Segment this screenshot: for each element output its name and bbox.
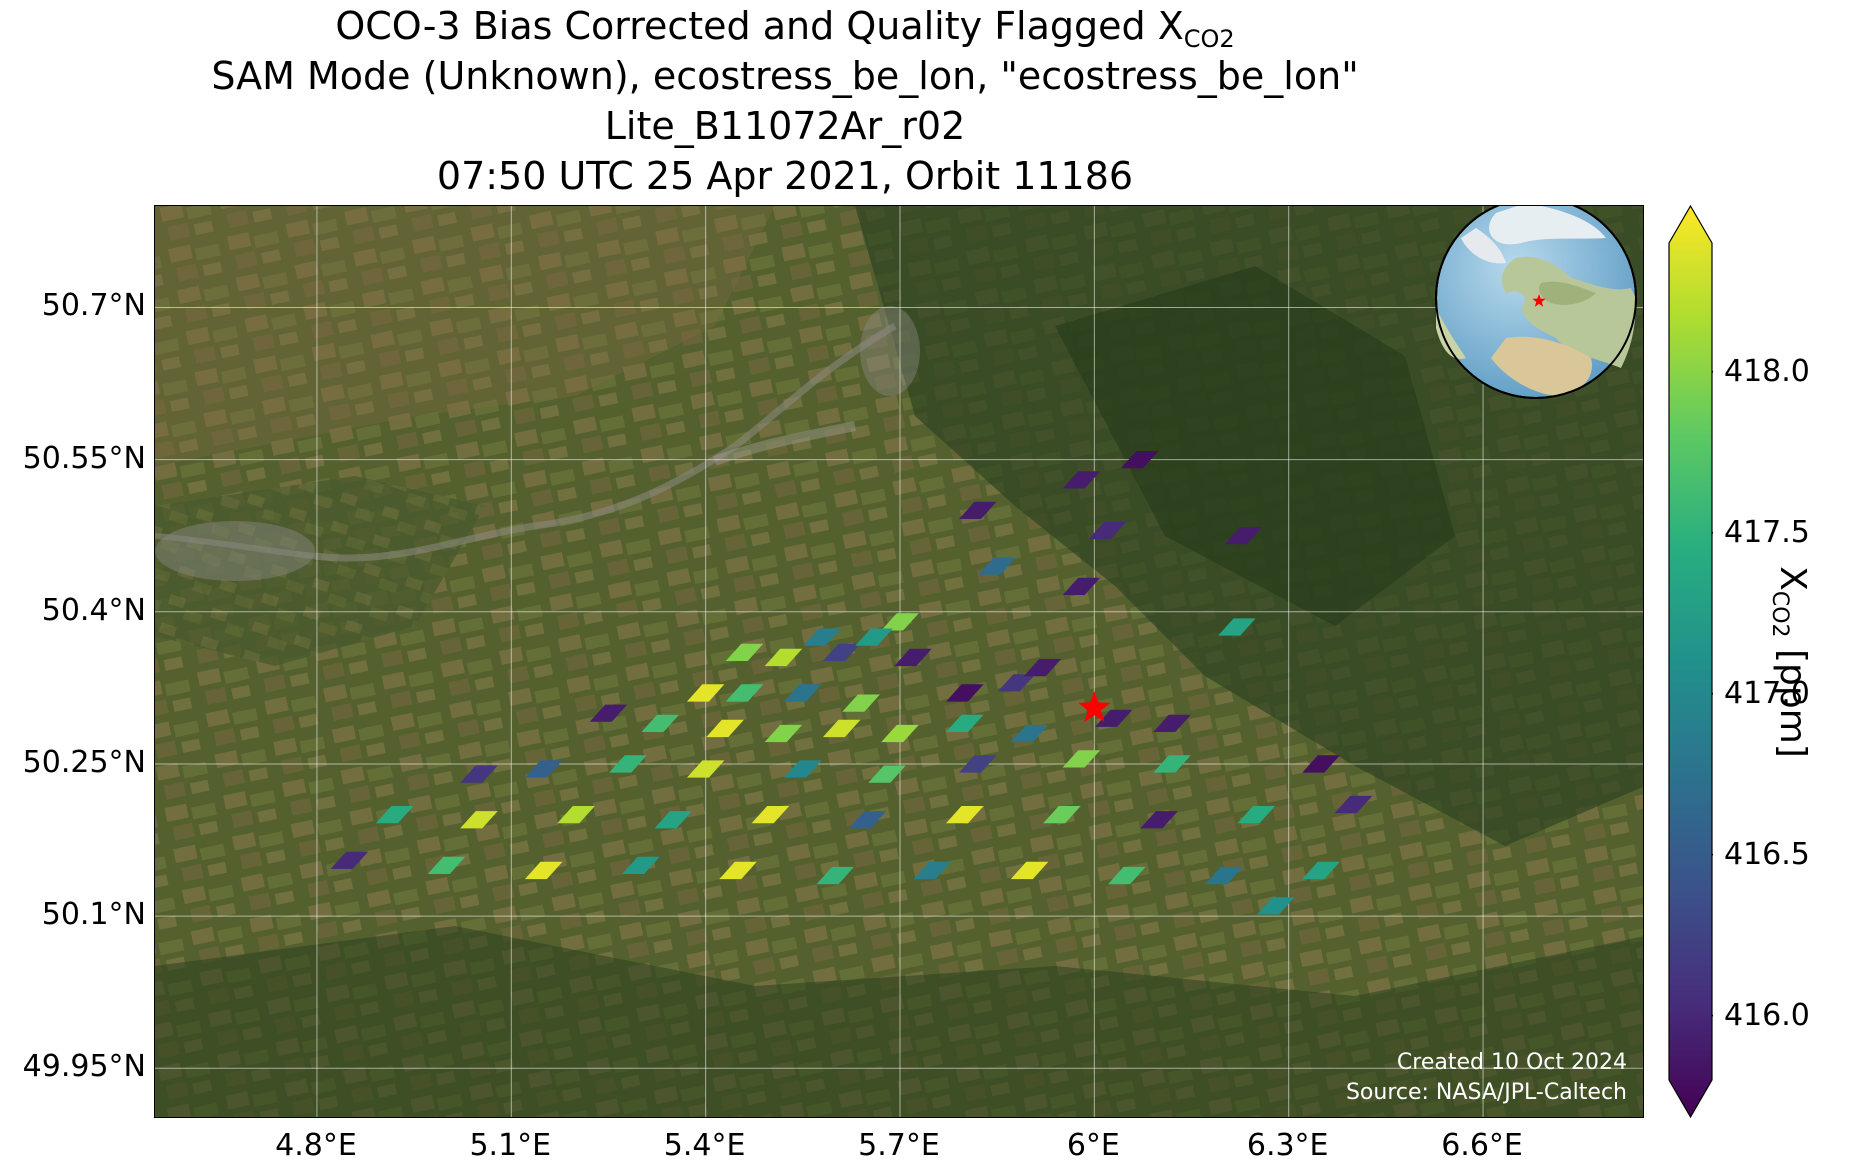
- sounding-cell: [686, 760, 725, 778]
- sounding-cell: [460, 811, 498, 829]
- sounding-cell: [1062, 471, 1101, 489]
- sounding-cell: [881, 724, 919, 743]
- sounding-cell: [1334, 795, 1373, 814]
- sounding-cell: [1302, 861, 1340, 880]
- sounding-cell: [848, 811, 887, 829]
- sounding-cell: [1010, 861, 1049, 880]
- sounding-cell: [822, 719, 861, 738]
- longitude-tick-label: 5.1°E: [469, 1128, 552, 1163]
- longitude-tick-label: 5.7°E: [858, 1128, 940, 1163]
- latitude-tick-label: 50.55°N: [22, 440, 146, 476]
- longitude-tick-label: 4.8°E: [275, 1128, 357, 1163]
- map-title-line4: 07:50 UTC 25 Apr 2021, Orbit 11186: [436, 154, 1134, 198]
- sounding-cell: [609, 755, 647, 773]
- sounding-cell: [654, 811, 692, 829]
- map-title-line1: OCO-3 Bias Corrected and Quality Flagged…: [335, 4, 1235, 53]
- sounding-cell: [868, 765, 906, 783]
- sounding-cell: [946, 806, 984, 824]
- colorbar-tick-label: 416.0: [1724, 997, 1810, 1033]
- sounding-cell: [764, 724, 803, 743]
- sounding-cell: [686, 684, 725, 702]
- satellite-imagery: [155, 206, 1643, 1117]
- sounding-cell: [959, 755, 997, 773]
- sounding-cell: [751, 806, 790, 824]
- sounding-cell: [1153, 755, 1191, 773]
- sounding-cell: [524, 861, 563, 880]
- colorbar-tick-label: 418.0: [1724, 353, 1810, 389]
- sounding-cell: [1062, 577, 1101, 595]
- colorbar-tick-label: 417.5: [1724, 514, 1810, 550]
- colorbar-tick-label: 417.0: [1724, 675, 1810, 711]
- sounding-cell: [894, 648, 932, 667]
- latitude-tick-label: 50.4°N: [41, 592, 146, 628]
- xco2-soundings: [330, 451, 1373, 915]
- sounding-cell: [822, 643, 861, 661]
- sounding-cell: [706, 719, 744, 738]
- sounding-cell: [1108, 866, 1146, 885]
- sounding-cell: [946, 714, 984, 732]
- sounding-cell: [1237, 806, 1276, 824]
- sounding-cell: [1062, 750, 1101, 768]
- longitude-tick-label: 6.3°E: [1246, 1128, 1329, 1163]
- sounding-cell: [375, 806, 414, 824]
- sounding-cell: [978, 557, 1016, 575]
- sounding-cell: [764, 648, 803, 667]
- colorbar-tick-label: 416.5: [1724, 836, 1810, 872]
- latitude-tick-label: 50.1°N: [41, 897, 146, 933]
- latitude-tick-label: 50.7°N: [41, 288, 146, 324]
- sounding-cell: [330, 851, 369, 869]
- sounding-cell: [1023, 658, 1062, 677]
- sounding-cell: [803, 628, 841, 646]
- sounding-cell: [622, 856, 660, 874]
- sounding-cell: [855, 628, 893, 646]
- sounding-cell: [1095, 709, 1133, 727]
- sounding-cell: [881, 613, 919, 631]
- map-title-line3: Lite_B11072Ar_r02: [604, 104, 966, 148]
- sounding-cell: [1224, 527, 1263, 545]
- sounding-cell: [946, 684, 984, 702]
- sounding-cell: [1088, 522, 1127, 540]
- colorbar-title: XCO2 [ppm]: [1766, 566, 1814, 758]
- globe-target-star-icon: [1532, 294, 1546, 307]
- sounding-cell: [1218, 618, 1256, 636]
- globe-inset: [1435, 206, 1637, 399]
- sounding-cell: [842, 694, 880, 712]
- sounding-cell: [719, 861, 757, 880]
- sounding-cell: [725, 643, 764, 661]
- sounding-cell: [641, 714, 680, 732]
- sounding-cell: [427, 856, 466, 874]
- sounding-cell: [784, 760, 822, 778]
- colorbar: [1668, 205, 1713, 1118]
- longitude-tick-label: 6°E: [1066, 1128, 1120, 1163]
- sounding-cell: [725, 684, 764, 702]
- sounding-cell: [913, 861, 952, 880]
- longitude-tick-label: 5.4°E: [663, 1128, 746, 1163]
- sounding-cell: [997, 674, 1036, 692]
- sounding-cell: [1043, 806, 1081, 824]
- sounding-cell: [1010, 724, 1049, 743]
- sounding-cell: [1257, 897, 1295, 915]
- map-title-line2: SAM Mode (Unknown), ecostress_be_lon, "e…: [211, 54, 1359, 98]
- sounding-cell: [589, 704, 628, 722]
- sounding-cell: [557, 806, 595, 824]
- sounding-cell: [784, 684, 822, 702]
- sounding-cell: [1302, 755, 1340, 773]
- credit-created: Created 10 Oct 2024: [1396, 1050, 1627, 1075]
- map-graticule: [155, 206, 1643, 1117]
- sounding-cell: [1205, 866, 1243, 885]
- map-canvas: [155, 206, 1643, 1117]
- sounding-cell: [816, 866, 854, 885]
- map-panel: Created 10 Oct 2024 Source: NASA/JPL-Cal…: [154, 205, 1644, 1118]
- credit-source: Source: NASA/JPL-Caltech: [1345, 1080, 1627, 1105]
- sounding-cell: [1153, 714, 1191, 732]
- target-star-icon: [1078, 691, 1111, 722]
- longitude-tick-label: 6.6°E: [1441, 1128, 1523, 1163]
- sounding-cell: [1140, 811, 1178, 829]
- sounding-cell: [1120, 451, 1159, 469]
- sounding-cell: [959, 501, 997, 519]
- latitude-tick-label: 49.95°N: [22, 1049, 146, 1085]
- sounding-cell: [460, 765, 498, 783]
- latitude-tick-label: 50.25°N: [22, 744, 146, 780]
- sounding-cell: [524, 760, 563, 778]
